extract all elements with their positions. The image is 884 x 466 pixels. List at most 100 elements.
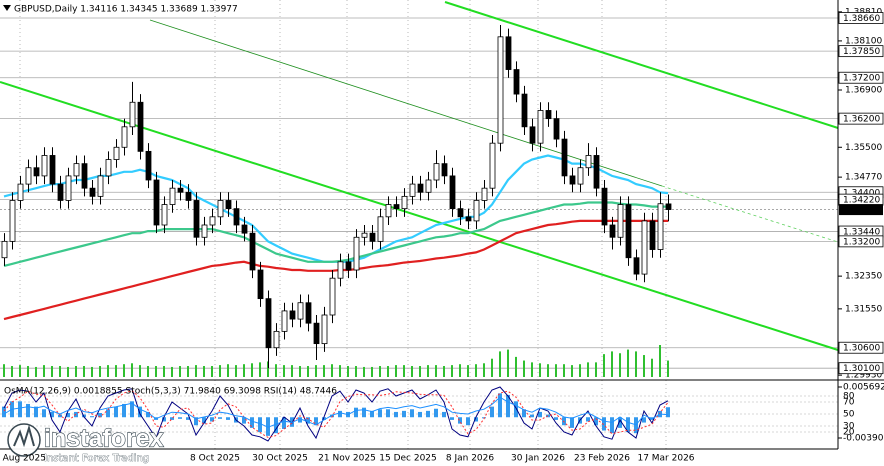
osma-bar xyxy=(162,417,166,422)
logo-icon xyxy=(7,423,41,457)
volume-bar xyxy=(403,365,405,377)
candle-body xyxy=(529,126,536,144)
candle-body xyxy=(593,155,600,189)
candle-body xyxy=(481,187,488,201)
candle-body xyxy=(225,200,232,210)
candle-body xyxy=(401,195,408,210)
candle-body xyxy=(409,183,416,197)
candle-body xyxy=(449,175,456,210)
candle-body xyxy=(169,187,176,205)
volume-bar xyxy=(99,366,101,377)
osma-bar xyxy=(306,417,310,424)
level-box xyxy=(838,362,884,375)
candle-body xyxy=(513,69,520,95)
x-tick-label: 17 Mar 2026 xyxy=(637,454,694,464)
volume-bar xyxy=(611,351,613,377)
candle-body xyxy=(81,163,88,189)
candle-body xyxy=(89,187,96,197)
volume-bar xyxy=(75,366,77,377)
candle-body xyxy=(25,167,32,185)
candle-body xyxy=(97,175,104,197)
candle-body xyxy=(329,277,336,316)
candle-body xyxy=(121,126,128,148)
candle-body xyxy=(201,224,208,238)
candle-body xyxy=(177,187,184,193)
volume-bar xyxy=(43,365,45,377)
trend-line-extension xyxy=(661,185,839,243)
volume-bar xyxy=(371,366,373,377)
candle-body xyxy=(289,310,296,320)
y-tick-label: 1.32350 xyxy=(845,272,882,282)
candle-body xyxy=(633,257,640,275)
y-tick-label: 1.36900 xyxy=(845,86,882,96)
candle-body xyxy=(433,163,440,181)
candle-body xyxy=(521,93,528,128)
volume-bar xyxy=(91,366,93,377)
candle-body xyxy=(393,204,400,210)
level-label: 1.37200 xyxy=(843,74,880,84)
level-label: 1.30100 xyxy=(843,364,880,374)
volume-bar xyxy=(347,366,349,377)
candle-body xyxy=(337,261,344,279)
candle-body xyxy=(129,101,136,128)
volume-bar xyxy=(635,351,637,377)
osma-bar xyxy=(394,411,398,418)
osma-bar xyxy=(226,417,230,420)
volume-bar xyxy=(427,365,429,377)
volume-bar xyxy=(275,364,277,377)
osma-bar xyxy=(370,410,374,418)
volume-bar xyxy=(491,358,493,377)
candle-body xyxy=(321,314,328,345)
x-tick-label: 23 Feb 2026 xyxy=(574,454,630,464)
volume-bar xyxy=(235,365,237,377)
volume-bar xyxy=(395,365,397,377)
level-label: 1.34400 xyxy=(843,188,880,198)
volume-bar xyxy=(323,365,325,377)
candle-body xyxy=(553,118,560,140)
candle-body xyxy=(497,36,504,144)
candle-body xyxy=(545,110,552,120)
x-tick-label: 1 Aug 2025 xyxy=(0,454,46,464)
osma-bar xyxy=(298,417,302,423)
volume-bar xyxy=(155,366,157,377)
volume-bar xyxy=(587,362,589,377)
candle-body xyxy=(41,155,48,177)
candle-body xyxy=(665,203,672,210)
volume-bar xyxy=(667,360,669,377)
osma-bar xyxy=(90,416,94,418)
candle-body xyxy=(185,191,192,201)
volume-bar xyxy=(659,345,661,377)
volume-bar xyxy=(243,364,245,377)
volume-bar xyxy=(3,364,5,377)
volume-bar xyxy=(19,365,21,377)
candle-body xyxy=(113,146,120,160)
volume-bar xyxy=(283,365,285,377)
volume-bar xyxy=(627,349,629,377)
osma-bar xyxy=(378,409,382,418)
candle-body xyxy=(241,224,248,234)
level-box xyxy=(838,112,884,125)
osma-bar xyxy=(474,417,478,422)
candle-body xyxy=(313,322,320,345)
candle-body xyxy=(561,138,568,177)
candle-body xyxy=(537,110,544,144)
level-box xyxy=(838,341,884,354)
volume-bar xyxy=(563,364,565,377)
last-price-box xyxy=(839,204,883,216)
osma-bar xyxy=(42,409,46,418)
x-tick-label: 15 Dec 2025 xyxy=(379,454,437,464)
level-label: 1.33200 xyxy=(843,237,880,247)
candle-body xyxy=(577,167,584,185)
y2-tick-label: 70 xyxy=(843,398,855,408)
volume-bar xyxy=(443,366,445,377)
osma-bar xyxy=(626,417,630,433)
volume-bar xyxy=(603,354,605,377)
candle-body xyxy=(145,150,152,181)
volume-bar xyxy=(459,364,461,377)
logo-mark xyxy=(13,424,35,448)
osma-bar xyxy=(594,417,598,426)
osma-bar xyxy=(34,406,38,418)
volume-bar xyxy=(259,362,261,377)
candle-body xyxy=(465,216,472,222)
volume-bar xyxy=(139,365,141,377)
